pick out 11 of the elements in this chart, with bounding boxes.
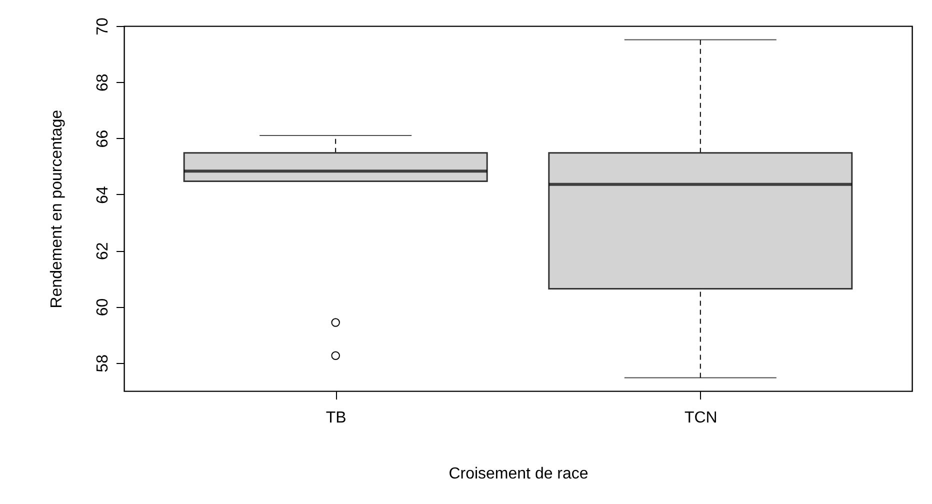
x-axis-title: Croisement de race [448,466,588,482]
x-tick-label: TB [326,410,346,426]
y-axis-title: Rendement en pourcentage [48,110,66,308]
y-tick-label: 62 [94,242,112,260]
y-tick-label: 70 [94,18,112,36]
y-tick-label: 58 [94,354,112,372]
y-tick-label: 64 [94,186,112,204]
y-tick-label: 68 [94,74,112,92]
x-tick-label: TCN [684,410,718,426]
y-tick-label: 66 [94,130,112,148]
y-tick-label: 60 [94,298,112,316]
